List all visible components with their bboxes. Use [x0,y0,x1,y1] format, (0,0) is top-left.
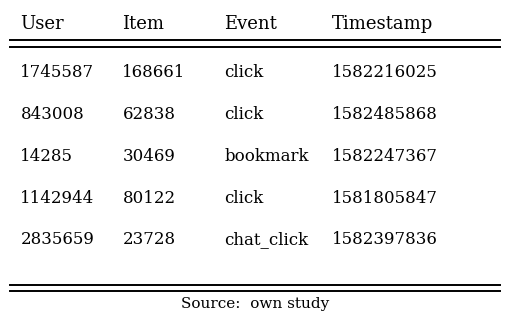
Text: 1582397836: 1582397836 [331,232,437,248]
Text: Source:  own study: Source: own study [181,297,328,311]
Text: chat_click: chat_click [224,232,308,248]
Text: 2835659: 2835659 [20,232,94,248]
Text: Event: Event [224,15,277,33]
Text: Item: Item [122,15,164,33]
Text: 80122: 80122 [122,190,175,206]
Text: 1582247367: 1582247367 [331,148,437,165]
Text: 843008: 843008 [20,106,84,123]
Text: click: click [224,64,263,81]
Text: 1745587: 1745587 [20,64,94,81]
Text: 1581805847: 1581805847 [331,190,437,206]
Text: Timestamp: Timestamp [331,15,432,33]
Text: User: User [20,15,64,33]
Text: 62838: 62838 [122,106,175,123]
Text: 14285: 14285 [20,148,73,165]
Text: 1582485868: 1582485868 [331,106,437,123]
Text: 168661: 168661 [122,64,185,81]
Text: bookmark: bookmark [224,148,308,165]
Text: click: click [224,106,263,123]
Text: 23728: 23728 [122,232,175,248]
Text: click: click [224,190,263,206]
Text: 1142944: 1142944 [20,190,95,206]
Text: 1582216025: 1582216025 [331,64,437,81]
Text: 30469: 30469 [122,148,175,165]
